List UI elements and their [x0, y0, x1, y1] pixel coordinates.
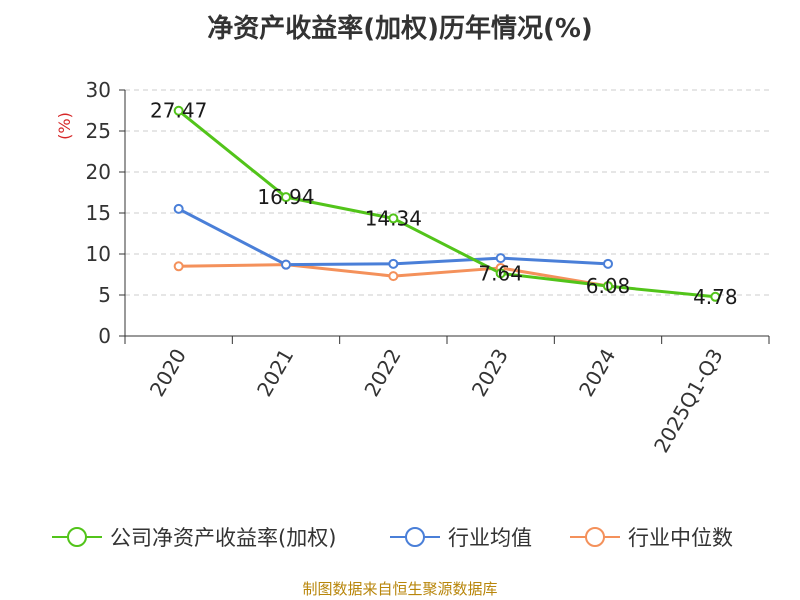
x-tick-label-0: 2020: [145, 345, 191, 401]
data-point-s1-3: [495, 253, 506, 264]
y-tick-label-25: 25: [86, 119, 111, 143]
y-tick-label-5: 5: [98, 283, 111, 307]
x-tick-label-5: 2025Q1-Q3: [649, 345, 728, 457]
data-label-4: 6.08: [586, 274, 631, 298]
legend-label-2: 行业中位数: [628, 526, 733, 550]
data-point-s0-4: [603, 281, 613, 292]
y-tick-label-15: 15: [86, 201, 111, 225]
source-note: 制图数据来自恒生聚源数据库: [302, 580, 498, 598]
legend-marker-0: [67, 527, 87, 547]
legend-label-0: 公司净资产收益率(加权): [110, 526, 336, 550]
data-point-s0-0: [173, 105, 184, 116]
data-point-s1-2: [388, 258, 399, 269]
x-tick-label-3: 2023: [467, 344, 513, 400]
data-label-1: 16.94: [257, 185, 314, 209]
x-tick-label-1: 2021: [252, 345, 298, 401]
data-label-2: 14.34: [365, 206, 422, 230]
chart-title: 净资产收益率(加权)历年情况(%): [207, 14, 593, 44]
data-label-0: 27.47: [150, 99, 207, 123]
legend-label-1: 行业均值: [448, 526, 532, 550]
legend-marker-2: [585, 527, 605, 547]
x-tick-label-2: 2022: [359, 345, 405, 401]
data-point-s0-5: [710, 291, 721, 302]
y-axis-label: (%): [55, 112, 74, 140]
y-tick-label-30: 30: [86, 78, 111, 102]
data-label-5: 4.78: [693, 285, 738, 309]
data-point-s2-2: [388, 271, 399, 282]
data-point-s0-3: [495, 268, 506, 279]
y-tick-label-20: 20: [86, 160, 111, 184]
data-label-3: 7.64: [478, 261, 523, 285]
data-point-s2-0: [173, 261, 184, 272]
y-tick-label-0: 0: [98, 324, 111, 348]
data-point-s1-4: [603, 258, 613, 269]
data-point-s0-1: [281, 192, 291, 203]
data-point-s1-0: [173, 203, 184, 214]
x-tick-label-4: 2024: [574, 345, 620, 401]
data-point-s0-2: [388, 213, 399, 224]
legend-marker-1: [405, 527, 425, 547]
y-tick-label-10: 10: [86, 242, 111, 266]
data-point-s1-1: [281, 259, 291, 270]
series-line-0: [177, 109, 716, 299]
